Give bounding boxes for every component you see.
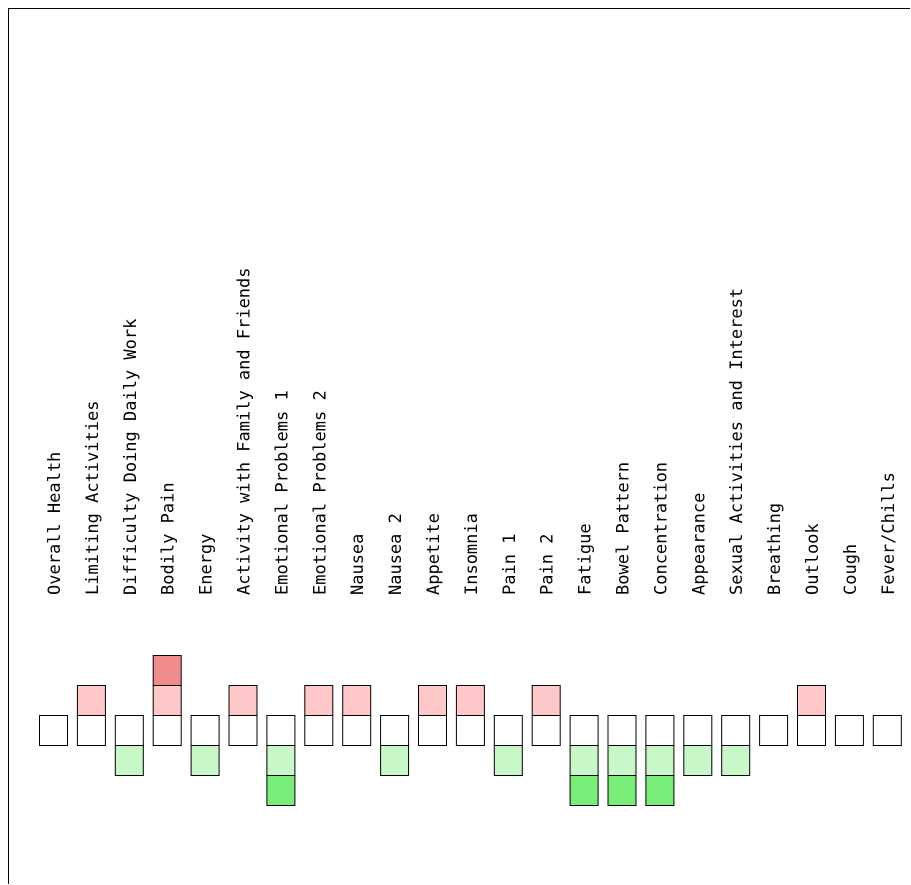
better-level-1-box-difficulty-doing-daily-work (114, 745, 144, 776)
category-label-nausea: Nausea (348, 534, 368, 595)
category-label-activity-with-family-and-friends: Activity with Family and Friends (235, 267, 255, 595)
category-label-insomnia: Insomnia (462, 513, 482, 595)
better-level-1-box-bowel-pattern (607, 745, 637, 776)
worse-level-1-box-emotional-problems-2 (304, 685, 334, 716)
baseline-box-cough (834, 715, 864, 746)
baseline-box-sexual-activities-and-interest (721, 715, 751, 746)
better-level-1-box-fatigue (569, 745, 599, 776)
category-label-appetite: Appetite (424, 513, 444, 595)
better-level-1-box-energy (190, 745, 220, 776)
chart-frame: Overall Health Limiting Activities Difficu… (8, 8, 910, 884)
baseline-box-emotional-problems-2 (304, 715, 334, 746)
baseline-box-pain-1 (493, 715, 523, 746)
baseline-box-fatigue (569, 715, 599, 746)
baseline-box-energy (190, 715, 220, 746)
category-label-overall-health: Overall Health (45, 452, 65, 595)
better-level-2-box-emotional-problems-1 (266, 775, 296, 806)
baseline-box-bowel-pattern (607, 715, 637, 746)
category-label-emotional-problems-1: Emotional Problems 1 (272, 390, 292, 595)
better-level-1-box-pain-1 (493, 745, 523, 776)
category-label-difficulty-doing-daily-work: Difficulty Doing Daily Work (121, 319, 141, 595)
category-label-limiting-activities: Limiting Activities (83, 401, 103, 595)
worse-level-1-box-activity-with-family-and-friends (228, 685, 258, 716)
better-level-1-box-nausea-2 (380, 745, 410, 776)
baseline-box-outlook (797, 715, 826, 746)
category-label-bodily-pain: Bodily Pain (159, 482, 179, 595)
category-label-outlook: Outlook (803, 523, 823, 595)
baseline-box-appetite (418, 715, 447, 746)
baseline-box-appearance (683, 715, 713, 746)
baseline-box-overall-health (39, 715, 68, 746)
worse-level-2-box-bodily-pain (152, 655, 182, 686)
baseline-box-nausea-2 (380, 715, 410, 746)
better-level-1-box-appearance (683, 745, 713, 776)
category-label-concentration: Concentration (651, 462, 671, 595)
baseline-box-bodily-pain (152, 715, 182, 746)
worse-level-1-box-insomnia (455, 685, 485, 716)
category-label-energy: Energy (197, 534, 217, 595)
worse-level-1-box-limiting-activities (76, 685, 106, 716)
baseline-box-breathing (759, 715, 789, 746)
baseline-box-pain-2 (531, 715, 561, 746)
category-label-fatigue: Fatigue (576, 523, 596, 595)
worse-level-1-box-pain-2 (531, 685, 561, 716)
better-level-2-box-concentration (645, 775, 675, 806)
baseline-box-fever-chills (872, 715, 902, 746)
worse-level-1-box-appetite (418, 685, 447, 716)
baseline-box-activity-with-family-and-friends (228, 715, 258, 746)
symptom-chart: Overall Health Limiting Activities Difficu… (39, 267, 902, 806)
baseline-box-limiting-activities (76, 715, 106, 746)
baseline-box-nausea (342, 715, 372, 746)
category-label-appearance: Appearance (689, 493, 709, 595)
worse-level-1-box-bodily-pain (152, 685, 182, 716)
category-label-pain-2: Pain 2 (538, 534, 558, 595)
category-label-pain-1: Pain 1 (500, 534, 520, 595)
category-label-bowel-pattern: Bowel Pattern (614, 462, 634, 595)
category-label-fever-chills: Fever/Chills (879, 472, 899, 595)
category-label-breathing: Breathing (765, 503, 785, 595)
baseline-box-insomnia (455, 715, 485, 746)
better-level-1-box-emotional-problems-1 (266, 745, 296, 776)
baseline-box-difficulty-doing-daily-work (114, 715, 144, 746)
worse-level-1-box-nausea (342, 685, 372, 716)
category-label-emotional-problems-2: Emotional Problems 2 (310, 390, 330, 595)
better-level-2-box-bowel-pattern (607, 775, 637, 806)
category-label-cough: Cough (841, 544, 861, 595)
category-label-sexual-activities-and-interest: Sexual Activities and Interest (727, 288, 747, 595)
better-level-1-box-concentration (645, 745, 675, 776)
baseline-box-concentration (645, 715, 675, 746)
better-level-2-box-fatigue (569, 775, 599, 806)
better-level-1-box-sexual-activities-and-interest (721, 745, 751, 776)
category-label-nausea-2: Nausea 2 (386, 513, 406, 595)
baseline-box-emotional-problems-1 (266, 715, 296, 746)
worse-level-1-box-outlook (797, 685, 826, 716)
